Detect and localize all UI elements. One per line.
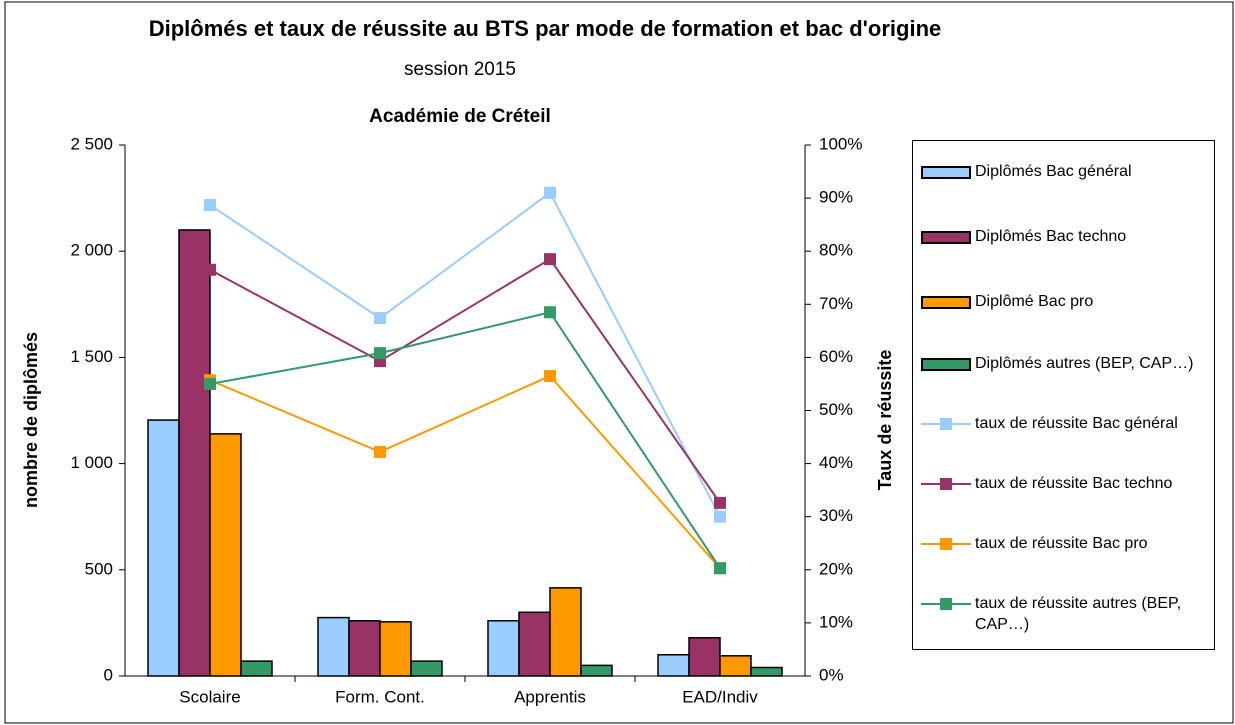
legend-label: Diplômés Bac général: [975, 163, 1132, 180]
marker: [714, 510, 726, 523]
y-tick-label: 2 500: [70, 134, 113, 153]
legend-label: Diplômé Bac pro: [975, 293, 1094, 310]
y-axis-title: nombre de diplômés: [21, 332, 41, 508]
y2-tick-label: 50%: [819, 400, 853, 419]
y2-tick-label: 90%: [819, 188, 853, 207]
y2-tick-label: 70%: [819, 294, 853, 313]
bar: [178, 229, 211, 677]
legend-item: Diplômés Bac général: [921, 161, 1211, 182]
y-tick-label: 500: [85, 559, 113, 578]
bar: [719, 655, 752, 677]
y2-tick-label: 80%: [819, 241, 853, 260]
marker: [714, 562, 726, 575]
x-tick-label: EAD/Indiv: [682, 687, 758, 706]
bar: [240, 660, 273, 677]
legend-swatch: [921, 291, 971, 312]
line: [209, 311, 721, 569]
legend-item: taux de réussite Bac pro: [921, 533, 1211, 554]
legend-item: Diplômé Bac pro: [921, 291, 1211, 312]
legend-item: taux de réussite Bac techno: [921, 473, 1211, 494]
legend-label: taux de réussite autres (BEP, CAP…): [975, 595, 1182, 633]
legend: Diplômés Bac général Diplômés Bac techno D…: [912, 140, 1215, 650]
y-tick-label: 1 000: [70, 453, 113, 472]
marker: [544, 369, 556, 382]
marker: [374, 445, 386, 458]
y2-tick-label: 100%: [819, 134, 862, 153]
legend-label: Diplômés Bac techno: [975, 228, 1127, 245]
bar: [147, 419, 180, 677]
marker: [204, 199, 216, 212]
bar: [657, 654, 690, 677]
legend-swatch: [921, 413, 971, 434]
legend-item: Diplômés Bac techno: [921, 226, 1211, 247]
bar: [580, 664, 613, 677]
y2-tick-label: 0%: [819, 665, 844, 684]
bar: [750, 666, 783, 677]
legend-swatch: [921, 533, 971, 554]
x-tick-label: Form. Cont.: [335, 687, 425, 706]
legend-label: taux de réussite Bac techno: [975, 475, 1173, 492]
y-tick-label: 1 500: [70, 347, 113, 366]
legend-label: Diplômés autres (BEP, CAP…): [975, 355, 1194, 372]
marker: [204, 377, 216, 390]
legend-swatch: [921, 473, 971, 494]
chart-subtitle: session 2015: [404, 59, 516, 80]
legend-swatch: [921, 353, 971, 374]
bar: [348, 620, 381, 677]
chart-subtitle: Académie de Créteil: [369, 106, 551, 127]
legend-label: taux de réussite Bac général: [975, 415, 1178, 432]
y2-axis-title: Taux de réussite: [875, 350, 895, 491]
line: [209, 257, 721, 504]
bar: [518, 611, 551, 677]
y-tick-label: 2 000: [70, 241, 113, 260]
bar: [317, 616, 350, 677]
y2-tick-label: 10%: [819, 612, 853, 631]
legend-item: taux de réussite autres (BEP, CAP…): [921, 593, 1211, 635]
y2-tick-label: 20%: [819, 559, 853, 578]
marker: [544, 186, 556, 199]
bar: [410, 660, 443, 677]
x-tick-label: Scolaire: [179, 687, 240, 706]
legend-item: Diplômés autres (BEP, CAP…): [921, 353, 1211, 374]
legend-swatch: [921, 226, 971, 247]
marker: [544, 253, 556, 266]
bar: [688, 637, 721, 677]
y2-tick-label: 60%: [819, 347, 853, 366]
bar: [209, 433, 242, 677]
line: [209, 191, 721, 518]
line: [209, 374, 721, 569]
marker: [204, 263, 216, 276]
bar: [379, 621, 412, 677]
y-tick-label: 0: [104, 665, 113, 684]
bar: [487, 620, 520, 677]
x-tick-label: Apprentis: [514, 687, 586, 706]
legend-swatch: [921, 161, 971, 182]
legend-item: taux de réussite Bac général: [921, 413, 1211, 434]
marker: [374, 347, 386, 360]
marker: [544, 306, 556, 319]
bar: [549, 587, 582, 677]
chart-title: Diplômés et taux de réussite au BTS par …: [149, 16, 942, 41]
y2-tick-label: 40%: [819, 453, 853, 472]
chart-border: [4, 1, 1234, 724]
legend-label: taux de réussite Bac pro: [975, 535, 1148, 552]
marker: [714, 496, 726, 509]
marker: [374, 312, 386, 325]
legend-swatch: [921, 593, 971, 614]
y2-tick-label: 30%: [819, 506, 853, 525]
